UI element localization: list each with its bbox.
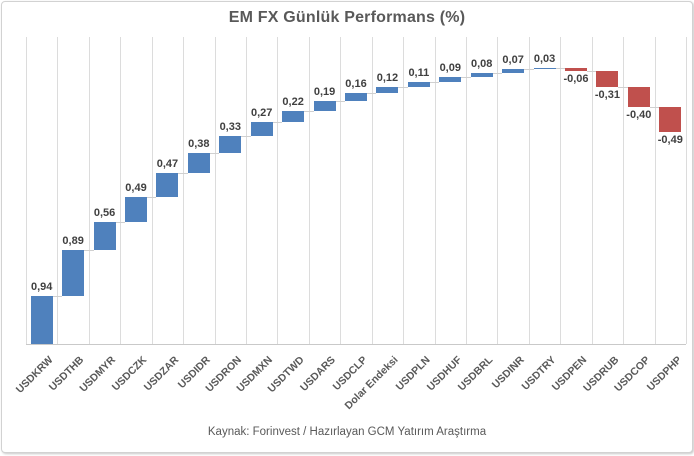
gridline — [623, 37, 625, 344]
connector-line — [52, 295, 63, 297]
source-caption: Kaynak: Forinvest / Hazırlayan GCM Yatır… — [207, 426, 487, 438]
waterfall-bar — [627, 86, 650, 108]
connector-line — [555, 67, 565, 69]
gridline — [371, 37, 373, 344]
connector-line — [209, 153, 220, 155]
bar-value-label: 0,08 — [470, 57, 493, 70]
connector-line — [367, 93, 377, 95]
gridline — [57, 37, 59, 344]
waterfall-bar — [502, 69, 525, 73]
bar-value-label: -0,49 — [657, 134, 683, 147]
gridline — [686, 37, 687, 344]
bar-value-label: 0,38 — [188, 138, 210, 151]
bar-value-label: 0,11 — [408, 66, 430, 79]
gridline — [340, 37, 342, 344]
gridline — [183, 37, 185, 344]
waterfall-bar — [439, 76, 462, 82]
waterfall-bar — [125, 196, 147, 222]
chart-title: EM FX Günlük Performans (%) — [228, 9, 466, 26]
gridline — [497, 37, 499, 344]
waterfall-bar — [345, 93, 367, 102]
gridline — [26, 37, 27, 344]
waterfall-bar — [250, 122, 273, 137]
gridline — [246, 37, 247, 344]
connector-line — [304, 111, 314, 113]
bar-value-label: 0,07 — [502, 54, 524, 67]
waterfall-bar — [282, 111, 305, 123]
gridline — [214, 37, 216, 344]
x-axis-label: USDKRW — [13, 354, 56, 396]
connector-line — [461, 76, 471, 78]
gridline — [654, 37, 656, 344]
bar-value-label: 0,16 — [345, 78, 367, 91]
connector-line — [429, 81, 440, 83]
waterfall-bar — [187, 153, 210, 173]
gridline — [88, 37, 90, 344]
bar-value-label: 0,47 — [156, 157, 179, 170]
connector-line — [147, 196, 157, 198]
waterfall-bar — [219, 136, 242, 154]
gridline — [308, 37, 310, 344]
connector-line — [178, 172, 188, 174]
waterfall-bar — [659, 107, 682, 133]
gridline — [434, 37, 436, 344]
waterfall-bar — [470, 72, 493, 77]
connector-line — [618, 86, 628, 88]
waterfall-bar — [156, 172, 179, 197]
waterfall-bar — [565, 67, 587, 71]
waterfall-bar — [376, 87, 399, 94]
x-axis-line — [26, 344, 686, 345]
connector-line — [398, 87, 408, 89]
bar-value-label: -0,40 — [626, 109, 652, 122]
gridline — [120, 37, 122, 344]
connector-line — [335, 101, 345, 103]
waterfall-bar — [533, 67, 556, 70]
bar-value-label: 0,94 — [30, 280, 53, 293]
gridline — [528, 37, 530, 344]
bar-value-label: 0,33 — [219, 121, 241, 134]
bar-value-label: -0,31 — [594, 88, 620, 101]
connector-line — [115, 221, 125, 223]
connector-line — [587, 70, 597, 72]
waterfall-bar — [313, 101, 336, 112]
connector-line — [492, 72, 503, 74]
bar-value-label: 0,09 — [439, 61, 461, 74]
bar-value-label: 0,22 — [282, 96, 304, 109]
bar-value-label: 0,03 — [533, 52, 556, 65]
connector-line — [649, 107, 660, 109]
gridline — [403, 37, 405, 344]
gridline — [560, 37, 562, 344]
bar-value-label: 0,89 — [62, 235, 84, 248]
waterfall-bar — [596, 70, 619, 87]
bar-value-label: 0,12 — [376, 72, 399, 85]
connector-line — [241, 136, 251, 138]
connector-line — [272, 122, 283, 124]
waterfall-bar — [62, 250, 85, 296]
gridline — [466, 37, 467, 344]
bar-value-label: 0,56 — [93, 206, 116, 219]
waterfall-bar — [93, 221, 116, 251]
bar-value-label: 0,27 — [250, 107, 273, 120]
gridline — [151, 37, 153, 344]
bar-value-label: 0,49 — [125, 181, 147, 194]
waterfall-bar — [407, 81, 430, 88]
gridline — [591, 37, 593, 344]
bar-value-label: -0,06 — [563, 72, 589, 85]
bar-value-label: 0,19 — [313, 86, 336, 99]
connector-line — [84, 250, 94, 252]
waterfall-bar — [30, 295, 53, 344]
connector-line — [524, 69, 534, 71]
gridline — [277, 37, 279, 344]
